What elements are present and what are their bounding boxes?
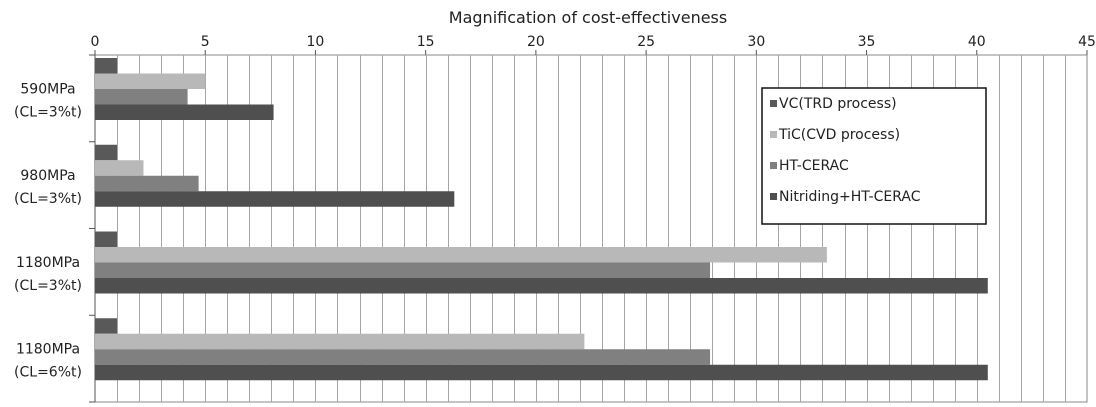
category-sublabel: (CL=6%t) [14, 365, 82, 381]
bar [95, 89, 188, 105]
x-tick-label: 10 [307, 34, 325, 50]
bar [95, 349, 711, 365]
legend-swatch [770, 100, 777, 107]
legend-label: VC(TRD process) [779, 96, 897, 112]
x-tick-label: 45 [1078, 34, 1096, 50]
bar [95, 104, 274, 120]
legend-label: HT-CERAC [779, 158, 849, 174]
bar [95, 278, 988, 294]
legend: VC(TRD process) TiC(CVD process) HT-CERAC N… [761, 87, 987, 225]
legend-swatch [770, 131, 777, 138]
legend-box [761, 87, 987, 225]
category-label: 590MPa [20, 81, 75, 97]
x-tick-label: 30 [747, 34, 765, 50]
bars [95, 58, 988, 381]
category-label: 1180MPa [16, 255, 80, 271]
category-label: 1180MPa [16, 342, 80, 358]
bar [95, 73, 206, 89]
bar [95, 318, 118, 334]
x-tick-label: 40 [968, 34, 986, 50]
x-tick-label: 15 [417, 34, 435, 50]
x-tick-label: 0 [91, 34, 100, 50]
bar [95, 247, 827, 263]
category-label: 980MPa [20, 168, 75, 184]
bar [95, 191, 455, 207]
legend-swatch [770, 162, 777, 169]
bar [95, 144, 118, 161]
category-sublabel: (CL=3%t) [14, 104, 82, 120]
bar [95, 58, 118, 74]
bar [95, 333, 585, 350]
bar [95, 231, 118, 247]
x-tick-label: 20 [527, 34, 545, 50]
legend-label: TiC(CVD process) [778, 127, 900, 143]
x-tick-label: 35 [858, 34, 876, 50]
category-sublabel: (CL=3%t) [14, 191, 82, 207]
x-tick-label: 25 [637, 34, 655, 50]
bar [95, 262, 711, 278]
category-sublabel: (CL=3%t) [14, 278, 82, 294]
bar [95, 364, 988, 381]
legend-swatch [770, 193, 777, 200]
legend-label: Nitriding+HT-CERAC [779, 189, 921, 205]
chart-title: Magnification of cost-effectiveness [449, 8, 727, 27]
bar [95, 160, 144, 176]
bar [95, 175, 199, 192]
x-tick-label: 5 [201, 34, 210, 50]
